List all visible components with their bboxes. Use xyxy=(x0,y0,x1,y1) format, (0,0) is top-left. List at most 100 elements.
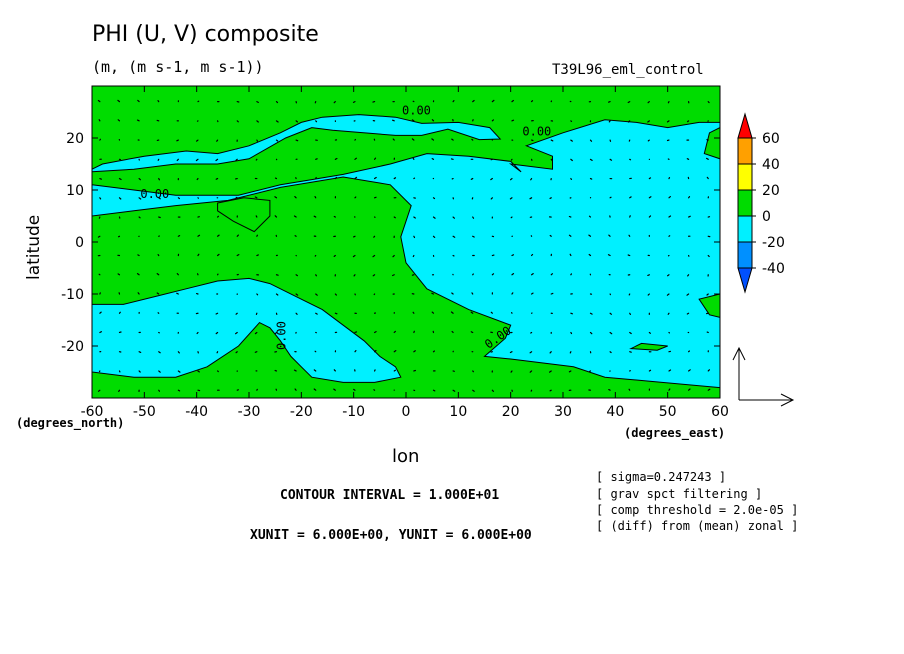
x-tick-label-1: -50 xyxy=(133,404,156,420)
vector-arrow-309 xyxy=(510,216,513,219)
vector-arrow-182 xyxy=(530,292,534,295)
vector-arrow-343 xyxy=(549,197,552,199)
y-tick-label-4: 20 xyxy=(66,131,84,147)
vector-arrow-120 xyxy=(570,331,573,335)
vector-arrow-482 xyxy=(137,99,140,103)
contour-label-2: 0.00 xyxy=(140,187,169,201)
y-tick-label-2: 0 xyxy=(75,235,84,251)
vector-arrow-469 xyxy=(511,119,515,122)
vector-arrow-42 xyxy=(293,369,297,372)
contour-label-3: 0.00 xyxy=(275,321,289,350)
vector-arrow-226 xyxy=(137,254,140,257)
vector-arrow-392 xyxy=(255,158,258,161)
vector-arrow-61 xyxy=(668,369,672,372)
vector-arrow-43 xyxy=(313,369,317,372)
vector-arrow-300 xyxy=(333,215,336,218)
vector-arrow-211 xyxy=(472,273,474,276)
vector-arrow-145 xyxy=(431,311,435,314)
vector-arrow-353 xyxy=(118,177,122,181)
vector-arrow-122 xyxy=(609,331,613,335)
note-sigma: [ sigma=0.247243 ] xyxy=(596,470,727,484)
vector-arrow-477 xyxy=(666,120,670,123)
vector-arrow-508 xyxy=(647,100,650,104)
vector-arrow-147 xyxy=(470,311,474,314)
vector-arrow-139 xyxy=(315,312,318,315)
vector-arrow-355 xyxy=(158,177,160,181)
vector-arrow-273 xyxy=(432,235,436,238)
vector-arrow-121 xyxy=(589,331,593,335)
vector-arrow-246 xyxy=(530,253,534,257)
vector-arrow-299 xyxy=(313,215,317,218)
vector-arrow-87 xyxy=(549,351,552,354)
colorbar-bin-2 xyxy=(737,189,753,217)
vector-arrow-220 xyxy=(647,274,650,276)
vector-arrow-476 xyxy=(647,120,650,123)
y-tick-label-3: 10 xyxy=(66,183,84,199)
vector-arrow-455 xyxy=(236,120,239,123)
x-tick-label-3: -30 xyxy=(238,404,261,420)
vector-arrow-36 xyxy=(177,370,181,373)
vector-arrow-306 xyxy=(452,216,455,219)
y-tick-label-1: -10 xyxy=(61,287,84,303)
chart-title: PHI (U, V) composite xyxy=(92,22,319,47)
vector-arrow-178 xyxy=(451,292,454,295)
x-tick-label-0: -60 xyxy=(81,404,104,420)
y-axis-units: (degrees_north) xyxy=(16,416,125,430)
vector-arrow-77 xyxy=(354,350,357,353)
vector-arrow-492 xyxy=(333,100,336,104)
vector-arrow-88 xyxy=(569,351,572,354)
vector-arrow-494 xyxy=(372,100,376,103)
vector-arrow-481 xyxy=(117,99,121,103)
vector-arrow-80 xyxy=(413,350,416,353)
note-filtering: [ grav spct filtering ] xyxy=(596,487,763,501)
region-island-0 xyxy=(217,197,271,233)
vector-arrow-448 xyxy=(98,119,101,122)
vector-arrow-31 xyxy=(707,388,711,391)
vector-arrow-367 xyxy=(393,177,397,180)
vector-arrow-187 xyxy=(628,293,631,296)
vector-arrow-90 xyxy=(609,351,612,354)
vector-arrow-170 xyxy=(295,293,299,296)
vector-arrow-297 xyxy=(274,215,278,218)
vector-arrow-168 xyxy=(256,293,259,296)
vector-arrow-191 xyxy=(706,293,709,296)
colorbar-bottom-triangle xyxy=(737,267,753,294)
vector-arrow-435 xyxy=(471,138,474,141)
vector-arrow-177 xyxy=(431,292,435,295)
vector-arrow-129 xyxy=(118,311,121,314)
vector-arrow-105 xyxy=(275,331,278,334)
x-tick-label-2: -40 xyxy=(185,404,208,420)
x-tick-label-11: 50 xyxy=(659,404,677,420)
vector-arrow-380 xyxy=(648,177,652,180)
x-tick-label-8: 20 xyxy=(502,404,520,420)
vector-arrow-474 xyxy=(608,120,611,123)
x-axis-units: (degrees_east) xyxy=(624,426,726,440)
vector-arrow-140 xyxy=(334,312,338,315)
vector-arrow-349 xyxy=(668,196,672,199)
note-threshold: [ comp threshold = 2.0e-05 ] xyxy=(596,503,799,517)
vector-arrow-507 xyxy=(627,100,631,104)
vector-arrow-79 xyxy=(393,350,397,353)
vector-arrow-376 xyxy=(570,177,573,180)
colorbar-label-4: -20 xyxy=(762,235,785,251)
vector-arrow-4 xyxy=(177,389,181,392)
contour-label-1: 0.00 xyxy=(522,124,551,138)
x-tick-label-5: -10 xyxy=(342,404,365,420)
vector-arrow-146 xyxy=(450,311,454,314)
contour-label-0: 0.00 xyxy=(402,104,431,118)
y-tick-label-0: -20 xyxy=(61,339,84,355)
vector-arrow-324 xyxy=(177,197,180,200)
vector-arrow-381 xyxy=(668,177,671,180)
vector-arrow-441 xyxy=(589,139,593,142)
vector-arrow-346 xyxy=(609,196,612,199)
vector-arrow-44 xyxy=(333,369,336,372)
vector-arrow-240 xyxy=(412,254,415,258)
vector-arrow-135 xyxy=(235,312,238,315)
colorbar-label-0: 60 xyxy=(762,131,780,147)
vector-arrow-313 xyxy=(588,215,592,218)
vector-arrow-75 xyxy=(314,350,317,353)
vector-arrow-331 xyxy=(314,196,317,199)
vector-arrow-262 xyxy=(217,234,220,237)
vector-arrow-274 xyxy=(452,235,456,238)
vector-arrow-364 xyxy=(334,176,338,180)
